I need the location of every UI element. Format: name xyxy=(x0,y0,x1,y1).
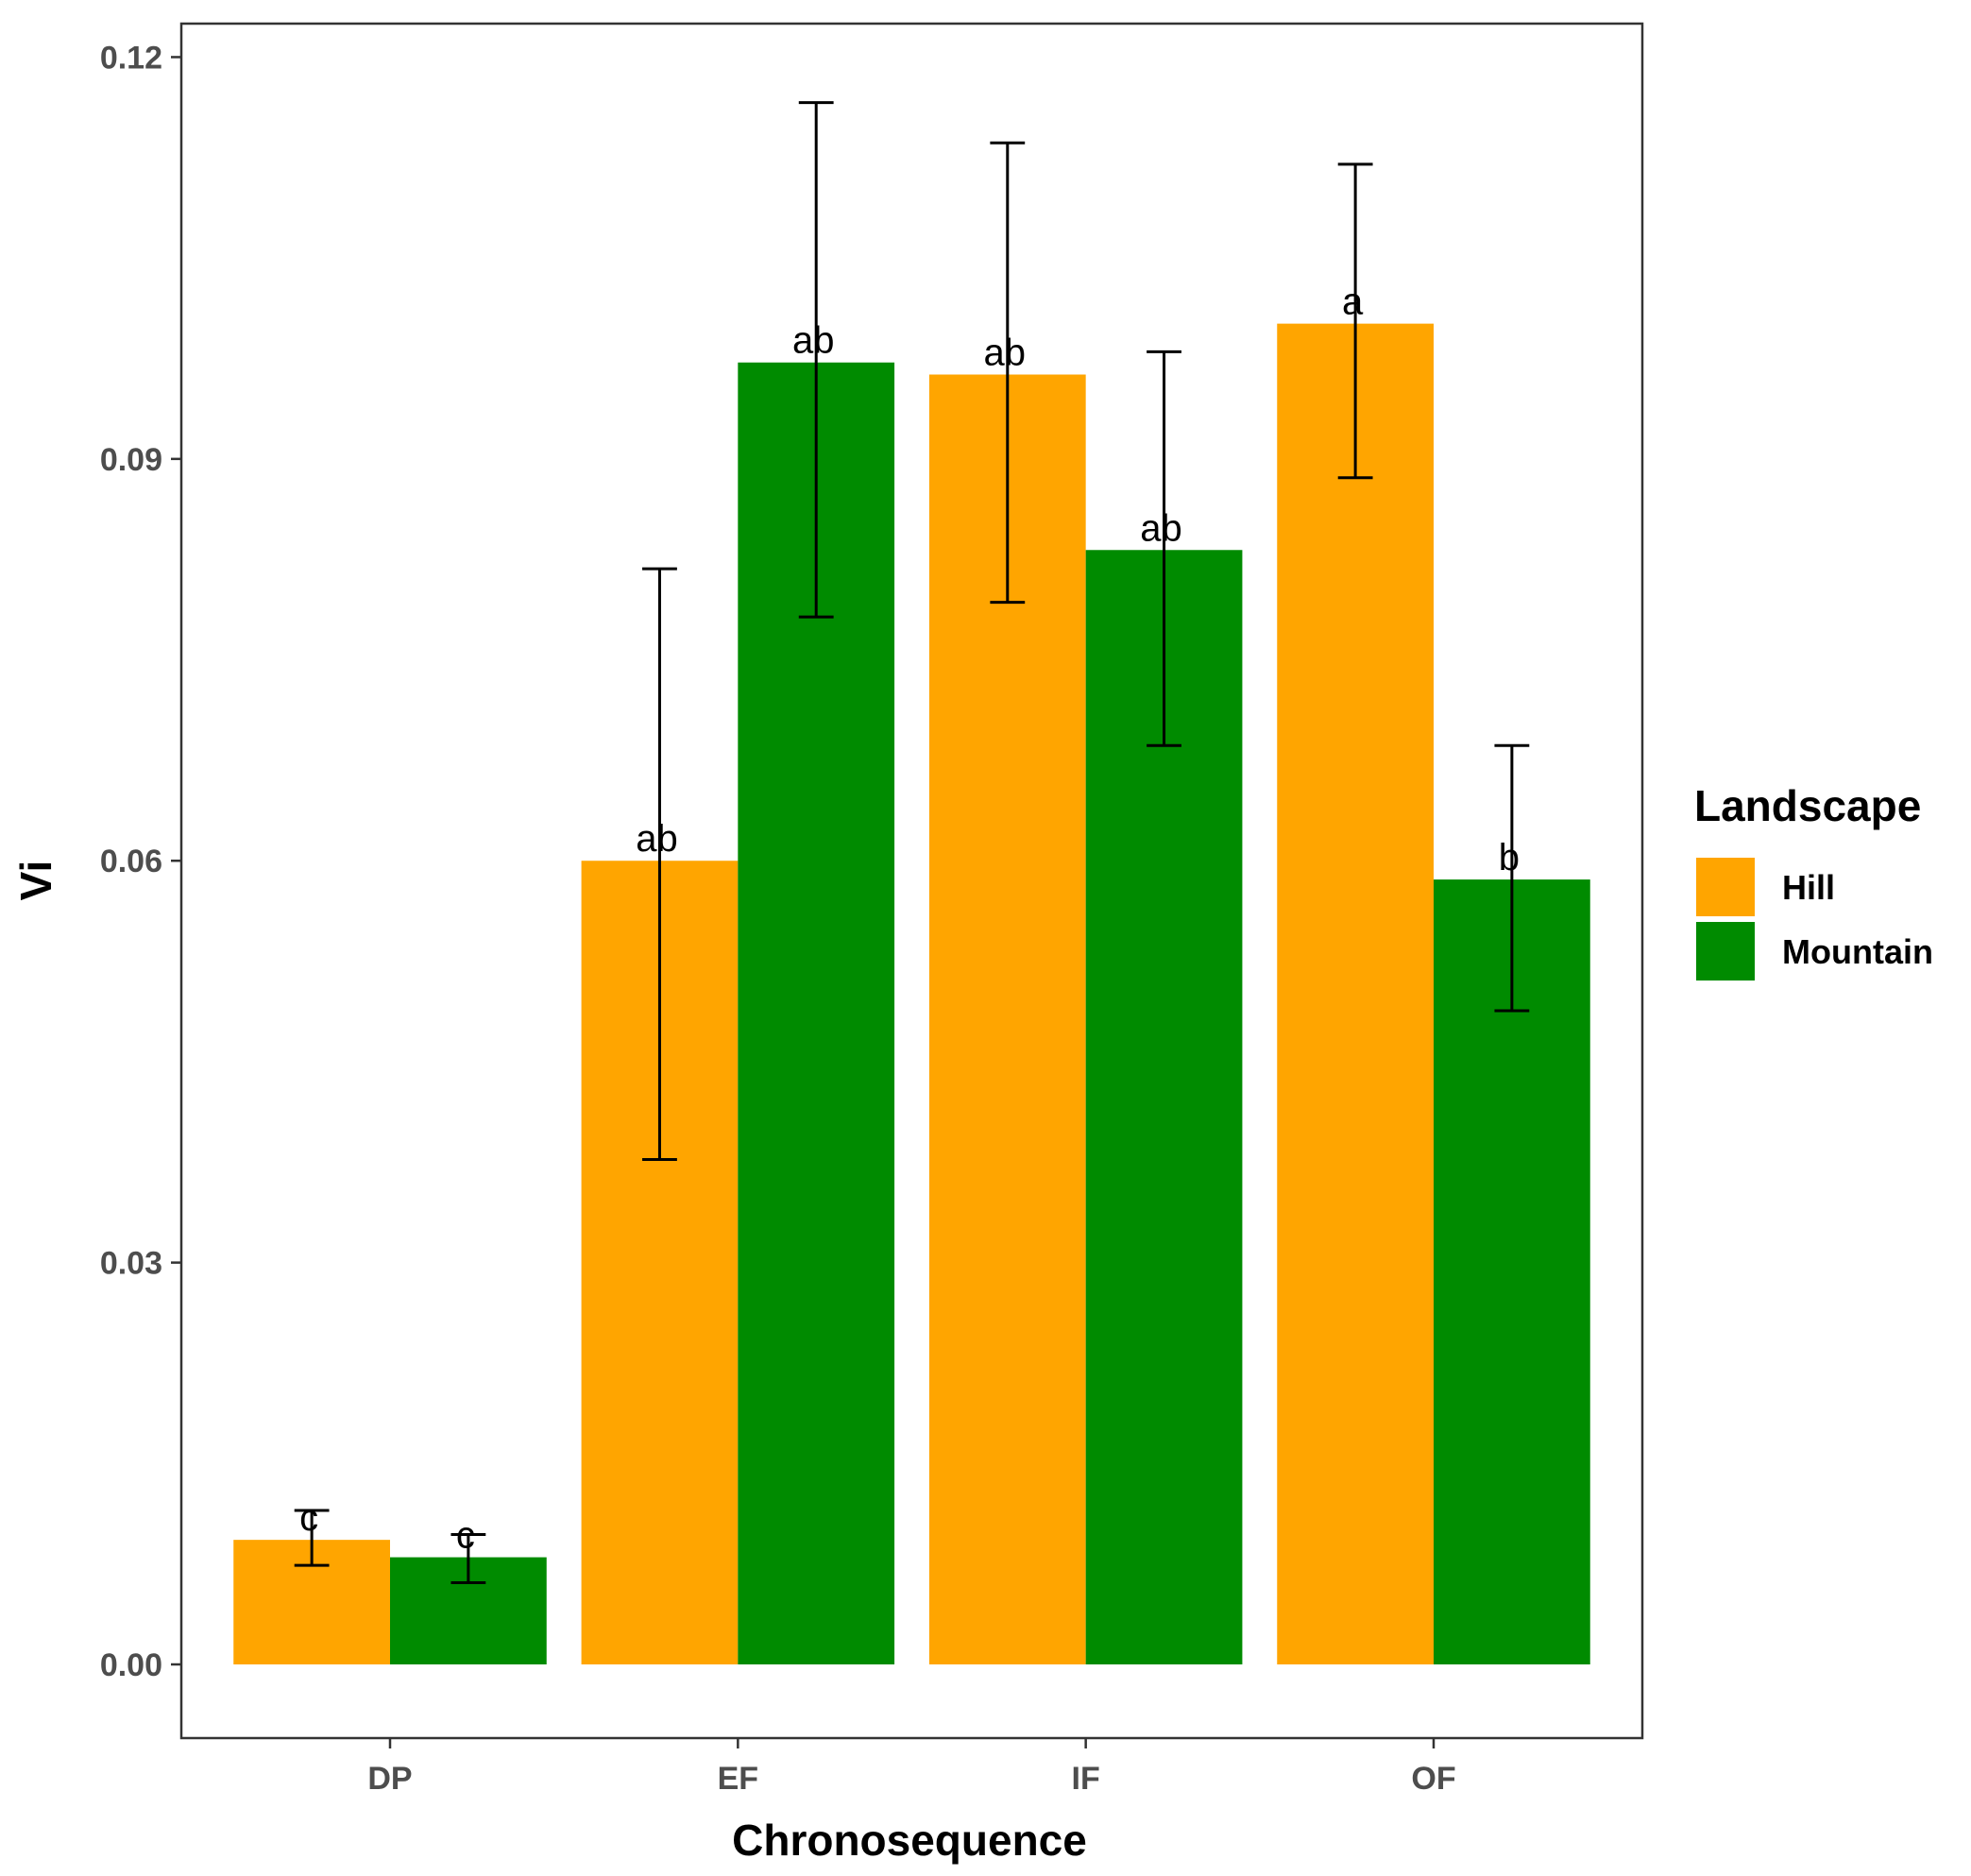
bar-hill xyxy=(1277,323,1434,1665)
error-bar-mountain xyxy=(798,101,834,619)
error-bar-hill xyxy=(294,1509,330,1567)
error-bar-hill xyxy=(642,567,677,1161)
error-bar-hill xyxy=(1337,162,1373,480)
legend-title: Landscape xyxy=(1694,781,1921,830)
significance-label: ab xyxy=(1140,507,1182,549)
x-tick-label: EF xyxy=(718,1761,758,1797)
y-axis: 0.00 0.03 0.06 0.09 0.12 Vi xyxy=(11,40,181,1683)
x-axis-title: Chronosequence xyxy=(732,1816,1087,1865)
y-tick-label: 0.06 xyxy=(100,844,162,879)
x-tick-label: IF xyxy=(1072,1761,1100,1797)
significance-label: ab xyxy=(984,333,1027,374)
significance-label: a xyxy=(1342,281,1364,323)
y-tick-label: 0.00 xyxy=(100,1647,162,1683)
legend-label: Mountain xyxy=(1782,932,1933,971)
legend: Landscape Hill Mountain xyxy=(1694,781,1933,981)
x-tick-label: OF xyxy=(1411,1761,1455,1797)
y-tick-label: 0.09 xyxy=(100,442,162,478)
error-bar-mountain xyxy=(450,1532,486,1585)
y-axis-title: Vi xyxy=(11,861,60,901)
significance-label: ab xyxy=(792,320,835,362)
error-bar-hill xyxy=(990,141,1026,605)
significance-label: c xyxy=(299,1497,318,1539)
significance-label: b xyxy=(1499,837,1520,878)
y-tick-label: 0.12 xyxy=(100,40,162,76)
significance-labels: c ab ab a c ab ab b xyxy=(299,281,1520,1557)
legend-label: Hill xyxy=(1782,868,1835,907)
y-tick-label: 0.03 xyxy=(100,1246,162,1282)
significance-label: c xyxy=(456,1515,475,1557)
legend-key-mountain xyxy=(1696,922,1755,981)
error-bar-mountain xyxy=(1494,743,1530,1013)
x-tick-label: DP xyxy=(367,1761,412,1797)
legend-key-hill xyxy=(1696,858,1755,916)
error-bars xyxy=(294,101,1530,1585)
error-bar-mountain xyxy=(1147,350,1181,747)
significance-label: ab xyxy=(636,818,678,860)
x-axis: DP EF IF OF Chronosequence xyxy=(367,1738,1456,1865)
